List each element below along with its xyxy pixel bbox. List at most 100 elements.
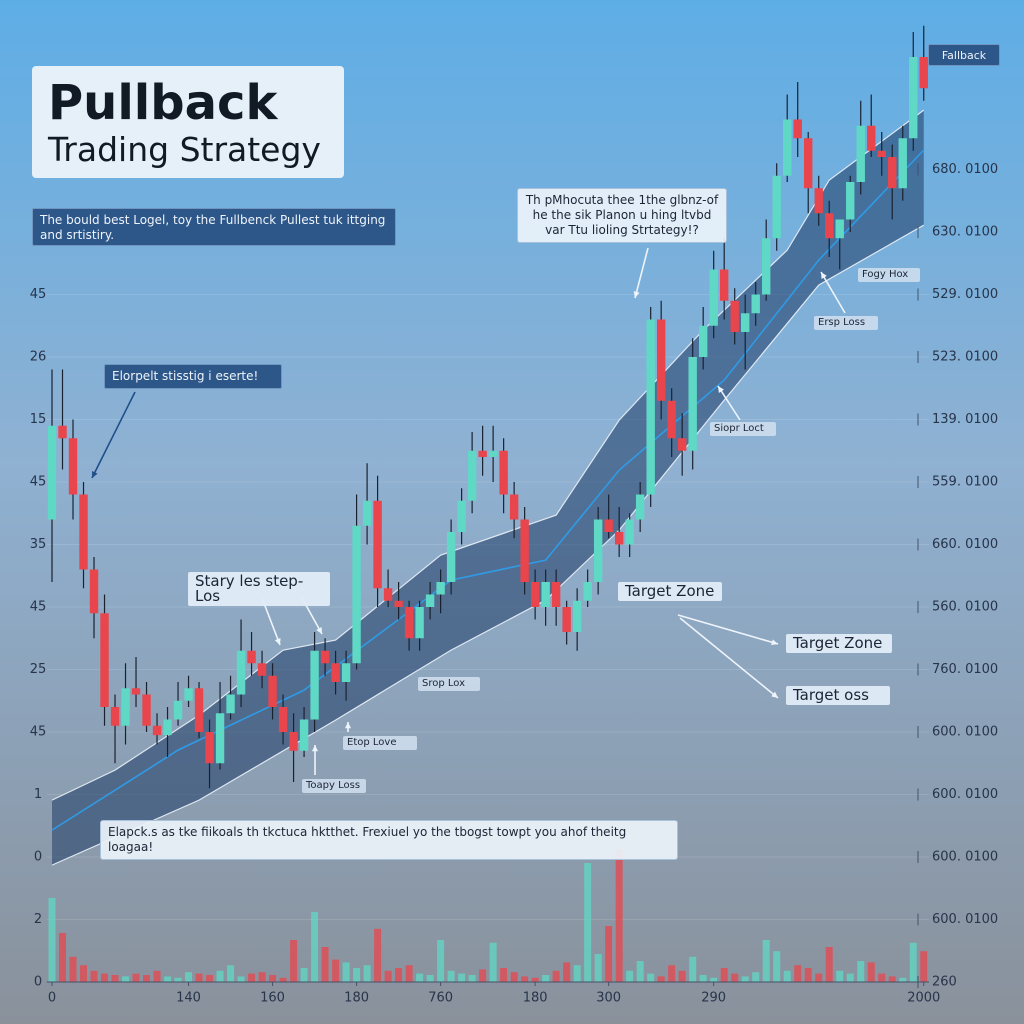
volume-bar xyxy=(542,975,550,982)
x-tick-label: 300 xyxy=(596,991,621,1006)
volume-bar xyxy=(227,965,235,982)
annotation-arrow xyxy=(634,247,649,299)
candle-body xyxy=(488,450,498,457)
y2-tick-label: 630. 0100 xyxy=(932,225,998,240)
volume-bar xyxy=(678,970,686,982)
volume-bar xyxy=(153,970,161,982)
candle-body xyxy=(656,319,666,401)
arrow-head xyxy=(771,691,778,698)
candle-body xyxy=(320,650,330,664)
volume-bar xyxy=(248,973,256,982)
volume-bar xyxy=(80,965,88,982)
volume-bar xyxy=(101,973,109,982)
volume-bar xyxy=(363,965,371,982)
volume-bar xyxy=(290,940,298,982)
volume-bar xyxy=(741,976,749,982)
candle-body xyxy=(520,519,529,582)
volume-bar xyxy=(132,973,140,982)
volume-bar xyxy=(636,961,644,982)
candle-body xyxy=(131,688,141,695)
candle-body xyxy=(404,607,414,639)
candle-body xyxy=(625,519,634,545)
y-tick-label: 1 xyxy=(34,787,42,802)
volume-bar xyxy=(731,973,739,982)
volume-bar xyxy=(426,975,434,982)
volume-bar xyxy=(405,965,413,982)
candle-body xyxy=(58,425,67,439)
candle-body xyxy=(184,688,193,701)
volume-bar xyxy=(500,968,508,982)
candle-body xyxy=(173,700,183,720)
annotation: Elapck.s as tke fiikoals th tkctuca hktt… xyxy=(100,820,678,860)
candle-body xyxy=(614,532,624,545)
volume-bar xyxy=(90,970,98,982)
x-tick-label: 0 xyxy=(48,991,56,1006)
volume-bar xyxy=(605,926,613,982)
volume-bar xyxy=(510,972,518,982)
candle-body xyxy=(467,450,477,501)
x-tick-label: 160 xyxy=(260,991,285,1006)
candle-body xyxy=(68,438,78,495)
candle-body xyxy=(47,425,57,520)
volume-bar xyxy=(888,976,896,982)
candle-body xyxy=(373,500,382,589)
arrow-head xyxy=(316,627,322,634)
annotation: Elorpelt stisstig i eserte! xyxy=(104,364,282,389)
annotation-arrow xyxy=(677,614,779,645)
candle-body xyxy=(867,125,876,151)
candle-body xyxy=(205,732,214,764)
annotation: Etop Love xyxy=(343,736,417,750)
volume-bar xyxy=(920,951,928,982)
candle-body xyxy=(751,294,760,314)
y-tick-label: 0 xyxy=(34,850,42,865)
volume-bar xyxy=(258,972,266,982)
candle-body xyxy=(783,119,792,176)
volume-bar xyxy=(584,863,592,982)
y2-tick-label: 260 xyxy=(932,975,957,990)
candle-body xyxy=(646,319,655,495)
candle-body xyxy=(562,607,571,632)
annotation: Fogy Hox xyxy=(858,268,920,282)
candle-body xyxy=(551,582,561,607)
annotation: Target oss xyxy=(786,686,890,705)
volume-bar xyxy=(657,976,665,982)
annotation: Toapy Loss xyxy=(302,779,366,793)
chart-title: Pullback xyxy=(48,75,278,131)
candles xyxy=(47,25,928,789)
volume-bar xyxy=(815,973,823,982)
y2-tick-label: 660. 0100 xyxy=(932,537,998,552)
candle-body xyxy=(110,707,120,726)
x-tick-label: 140 xyxy=(176,991,201,1006)
y-tick-label: 45 xyxy=(30,600,47,615)
candle-body xyxy=(436,582,445,595)
candle-body xyxy=(688,357,697,451)
volume-bar xyxy=(783,970,791,982)
badge: Fallback xyxy=(928,44,1000,66)
candle-body xyxy=(362,500,372,526)
y2-tick-label: 600. 0100 xyxy=(932,787,998,802)
volume xyxy=(48,849,928,982)
candle-body xyxy=(877,150,886,157)
y-tick-label: 2 xyxy=(34,912,42,927)
x-tick-label: 760 xyxy=(428,991,453,1006)
volume-bar xyxy=(447,970,455,982)
candle-body xyxy=(762,238,771,295)
candle-body xyxy=(194,688,204,732)
annotation: Th pMhocuta thee 1the glbnz-of he the si… xyxy=(517,188,727,243)
volume-bar xyxy=(479,969,487,982)
candle-body xyxy=(793,119,802,139)
candle-body xyxy=(583,582,592,601)
volume-bar xyxy=(531,977,539,982)
description: The bould best Logel, toy the Fullbenck … xyxy=(32,208,396,246)
annotation: Target Zone xyxy=(786,634,892,653)
y2-tick-label: 560. 0100 xyxy=(932,600,998,615)
arrow-head xyxy=(344,722,352,729)
annotation-arrow xyxy=(717,385,741,421)
annotation: Stary les step-Los xyxy=(188,572,330,606)
volume-bar xyxy=(395,968,403,982)
candle-body xyxy=(740,313,750,332)
y2-tick-label: 559. 0100 xyxy=(932,475,998,490)
y-tick-label: 15 xyxy=(30,412,47,427)
candle-body xyxy=(856,125,865,182)
y-tick-label: 45 xyxy=(30,475,47,490)
